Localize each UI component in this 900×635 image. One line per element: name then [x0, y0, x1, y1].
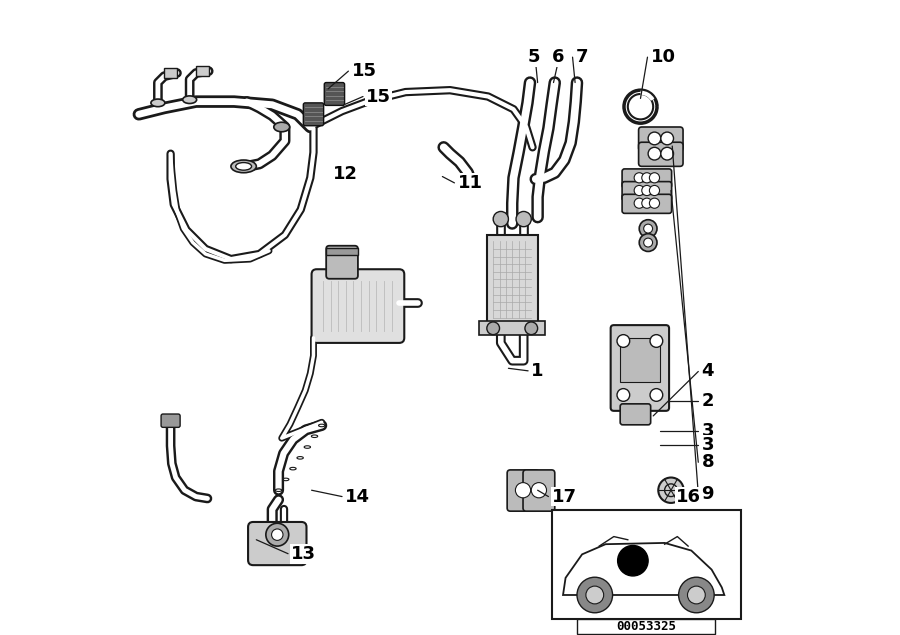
Bar: [487, 235, 537, 324]
Circle shape: [642, 185, 652, 196]
Text: 1: 1: [531, 362, 544, 380]
Circle shape: [688, 586, 706, 604]
Bar: [620, 338, 660, 382]
FancyBboxPatch shape: [622, 194, 671, 213]
Circle shape: [617, 545, 648, 576]
Text: 16: 16: [676, 488, 701, 505]
Circle shape: [639, 234, 657, 251]
Ellipse shape: [274, 122, 290, 132]
Text: 12: 12: [332, 165, 357, 183]
FancyBboxPatch shape: [303, 103, 324, 126]
Bar: [552, 510, 741, 619]
FancyBboxPatch shape: [639, 127, 683, 151]
Text: 15: 15: [352, 62, 376, 80]
Circle shape: [650, 389, 662, 401]
Text: 8: 8: [701, 453, 714, 471]
FancyBboxPatch shape: [523, 470, 554, 511]
Circle shape: [644, 224, 652, 233]
Bar: [479, 321, 545, 335]
Circle shape: [617, 335, 630, 347]
Circle shape: [661, 132, 673, 145]
Circle shape: [650, 173, 660, 183]
Ellipse shape: [236, 163, 252, 170]
Circle shape: [642, 198, 652, 208]
Text: 17: 17: [552, 488, 577, 505]
FancyBboxPatch shape: [622, 169, 671, 188]
Text: 4: 4: [701, 363, 714, 380]
Circle shape: [487, 322, 500, 335]
Circle shape: [634, 173, 644, 183]
Circle shape: [650, 198, 660, 208]
Text: 5: 5: [527, 48, 540, 66]
FancyBboxPatch shape: [622, 182, 671, 201]
Circle shape: [639, 220, 657, 237]
FancyBboxPatch shape: [639, 142, 683, 166]
Circle shape: [679, 577, 715, 613]
Circle shape: [516, 483, 531, 498]
Circle shape: [648, 132, 661, 145]
Text: 10: 10: [651, 48, 676, 66]
Circle shape: [266, 523, 289, 546]
Circle shape: [634, 198, 644, 208]
Circle shape: [634, 185, 644, 196]
Circle shape: [525, 322, 537, 335]
Circle shape: [577, 577, 613, 613]
Text: 14: 14: [346, 488, 370, 505]
Circle shape: [272, 529, 283, 540]
FancyBboxPatch shape: [611, 325, 669, 411]
Text: 9: 9: [701, 485, 714, 503]
Bar: [164, 68, 177, 78]
Circle shape: [586, 586, 604, 604]
Circle shape: [648, 147, 661, 160]
Circle shape: [661, 147, 673, 160]
Text: 6: 6: [552, 48, 564, 66]
Circle shape: [516, 211, 531, 227]
FancyBboxPatch shape: [620, 404, 651, 425]
Circle shape: [531, 483, 546, 498]
FancyBboxPatch shape: [508, 470, 539, 511]
Circle shape: [642, 173, 652, 183]
Text: 2: 2: [701, 392, 714, 410]
Ellipse shape: [231, 160, 256, 173]
FancyBboxPatch shape: [248, 522, 307, 565]
FancyBboxPatch shape: [311, 269, 404, 343]
FancyBboxPatch shape: [326, 246, 358, 279]
Bar: [196, 66, 209, 76]
Ellipse shape: [151, 99, 165, 107]
Ellipse shape: [183, 96, 196, 104]
Text: 3: 3: [701, 422, 714, 439]
Text: 3: 3: [701, 436, 714, 453]
Text: 00053325: 00053325: [616, 620, 676, 633]
Bar: [326, 248, 358, 255]
Circle shape: [650, 335, 662, 347]
Circle shape: [617, 389, 630, 401]
FancyBboxPatch shape: [324, 83, 345, 105]
Circle shape: [658, 478, 684, 503]
Text: 11: 11: [457, 174, 482, 192]
Circle shape: [493, 211, 508, 227]
FancyBboxPatch shape: [161, 414, 180, 427]
Text: 13: 13: [292, 545, 316, 563]
Circle shape: [644, 238, 652, 247]
Text: 7: 7: [576, 48, 589, 66]
Text: 15: 15: [366, 88, 392, 105]
Circle shape: [650, 185, 660, 196]
Bar: [577, 619, 716, 634]
